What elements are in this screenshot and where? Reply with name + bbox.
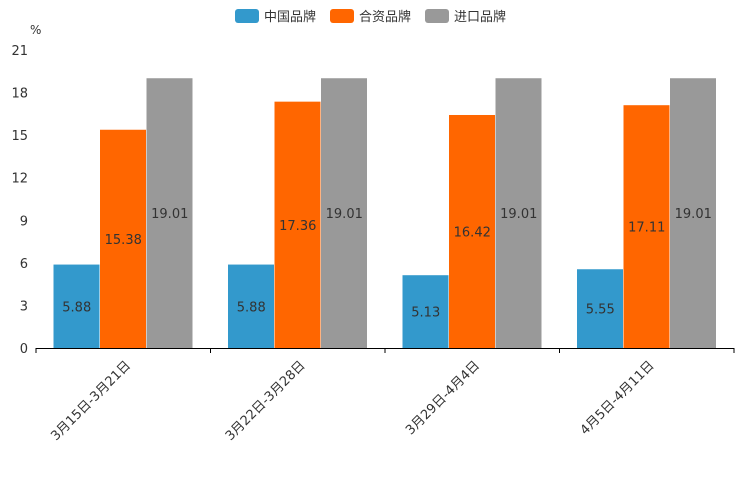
data-label: 19.01 [151,207,188,222]
bar-3[interactable] [495,78,542,348]
legend-swatch [235,9,259,23]
bar-2[interactable] [274,101,321,348]
bar-3[interactable] [146,78,193,348]
data-label: 19.01 [500,207,537,222]
data-label: 5.55 [586,303,615,318]
legend-swatch [330,9,354,23]
legend-label: 中国品牌 [264,9,316,25]
legend-swatch [425,9,449,23]
bar-2[interactable] [100,129,146,348]
bar-2[interactable] [623,105,670,348]
legend-item[interactable]: 合资品牌 [330,9,411,25]
y-tick-label: 6 [20,257,28,272]
legend-label: 进口品牌 [454,9,506,25]
x-tick-label: 3月22日-3月28日 [223,358,309,444]
legend-item[interactable]: 中国品牌 [235,9,316,25]
bar-1[interactable] [577,269,623,348]
data-label: 17.36 [279,219,316,234]
data-label: 19.01 [675,207,712,222]
data-label: 5.88 [237,300,266,315]
y-tick-label: 12 [11,172,28,187]
bar-1[interactable] [402,275,449,348]
x-tick-label: 3月29日-4月4日 [403,358,483,438]
y-tick-label: 21 [11,44,28,59]
y-tick-label: 18 [11,87,28,102]
data-label: 17.11 [628,221,665,236]
bar-3[interactable] [321,78,367,348]
y-tick-label: 3 [20,299,28,314]
y-axis-unit-label: % [30,23,41,37]
x-tick-label: 4月5日-4月11日 [578,358,658,438]
data-label: 16.42 [454,225,491,240]
data-label: 5.88 [62,300,91,315]
y-tick-label: 15 [11,129,28,144]
y-tick-label: 0 [20,342,28,357]
y-tick-label: 9 [20,214,28,229]
data-label: 19.01 [326,207,363,222]
legend: 中国品牌 合资品牌 进口品牌 [235,9,506,25]
legend-label: 合资品牌 [359,9,411,25]
bar-1[interactable] [228,264,274,348]
data-label: 5.13 [411,306,440,321]
bar-1[interactable] [53,264,100,348]
bar-2[interactable] [449,114,495,349]
data-label: 15.38 [105,233,142,248]
x-tick-label: 3月15日-3月21日 [48,358,134,444]
legend-item[interactable]: 进口品牌 [425,9,506,25]
bar-3[interactable] [670,78,716,348]
